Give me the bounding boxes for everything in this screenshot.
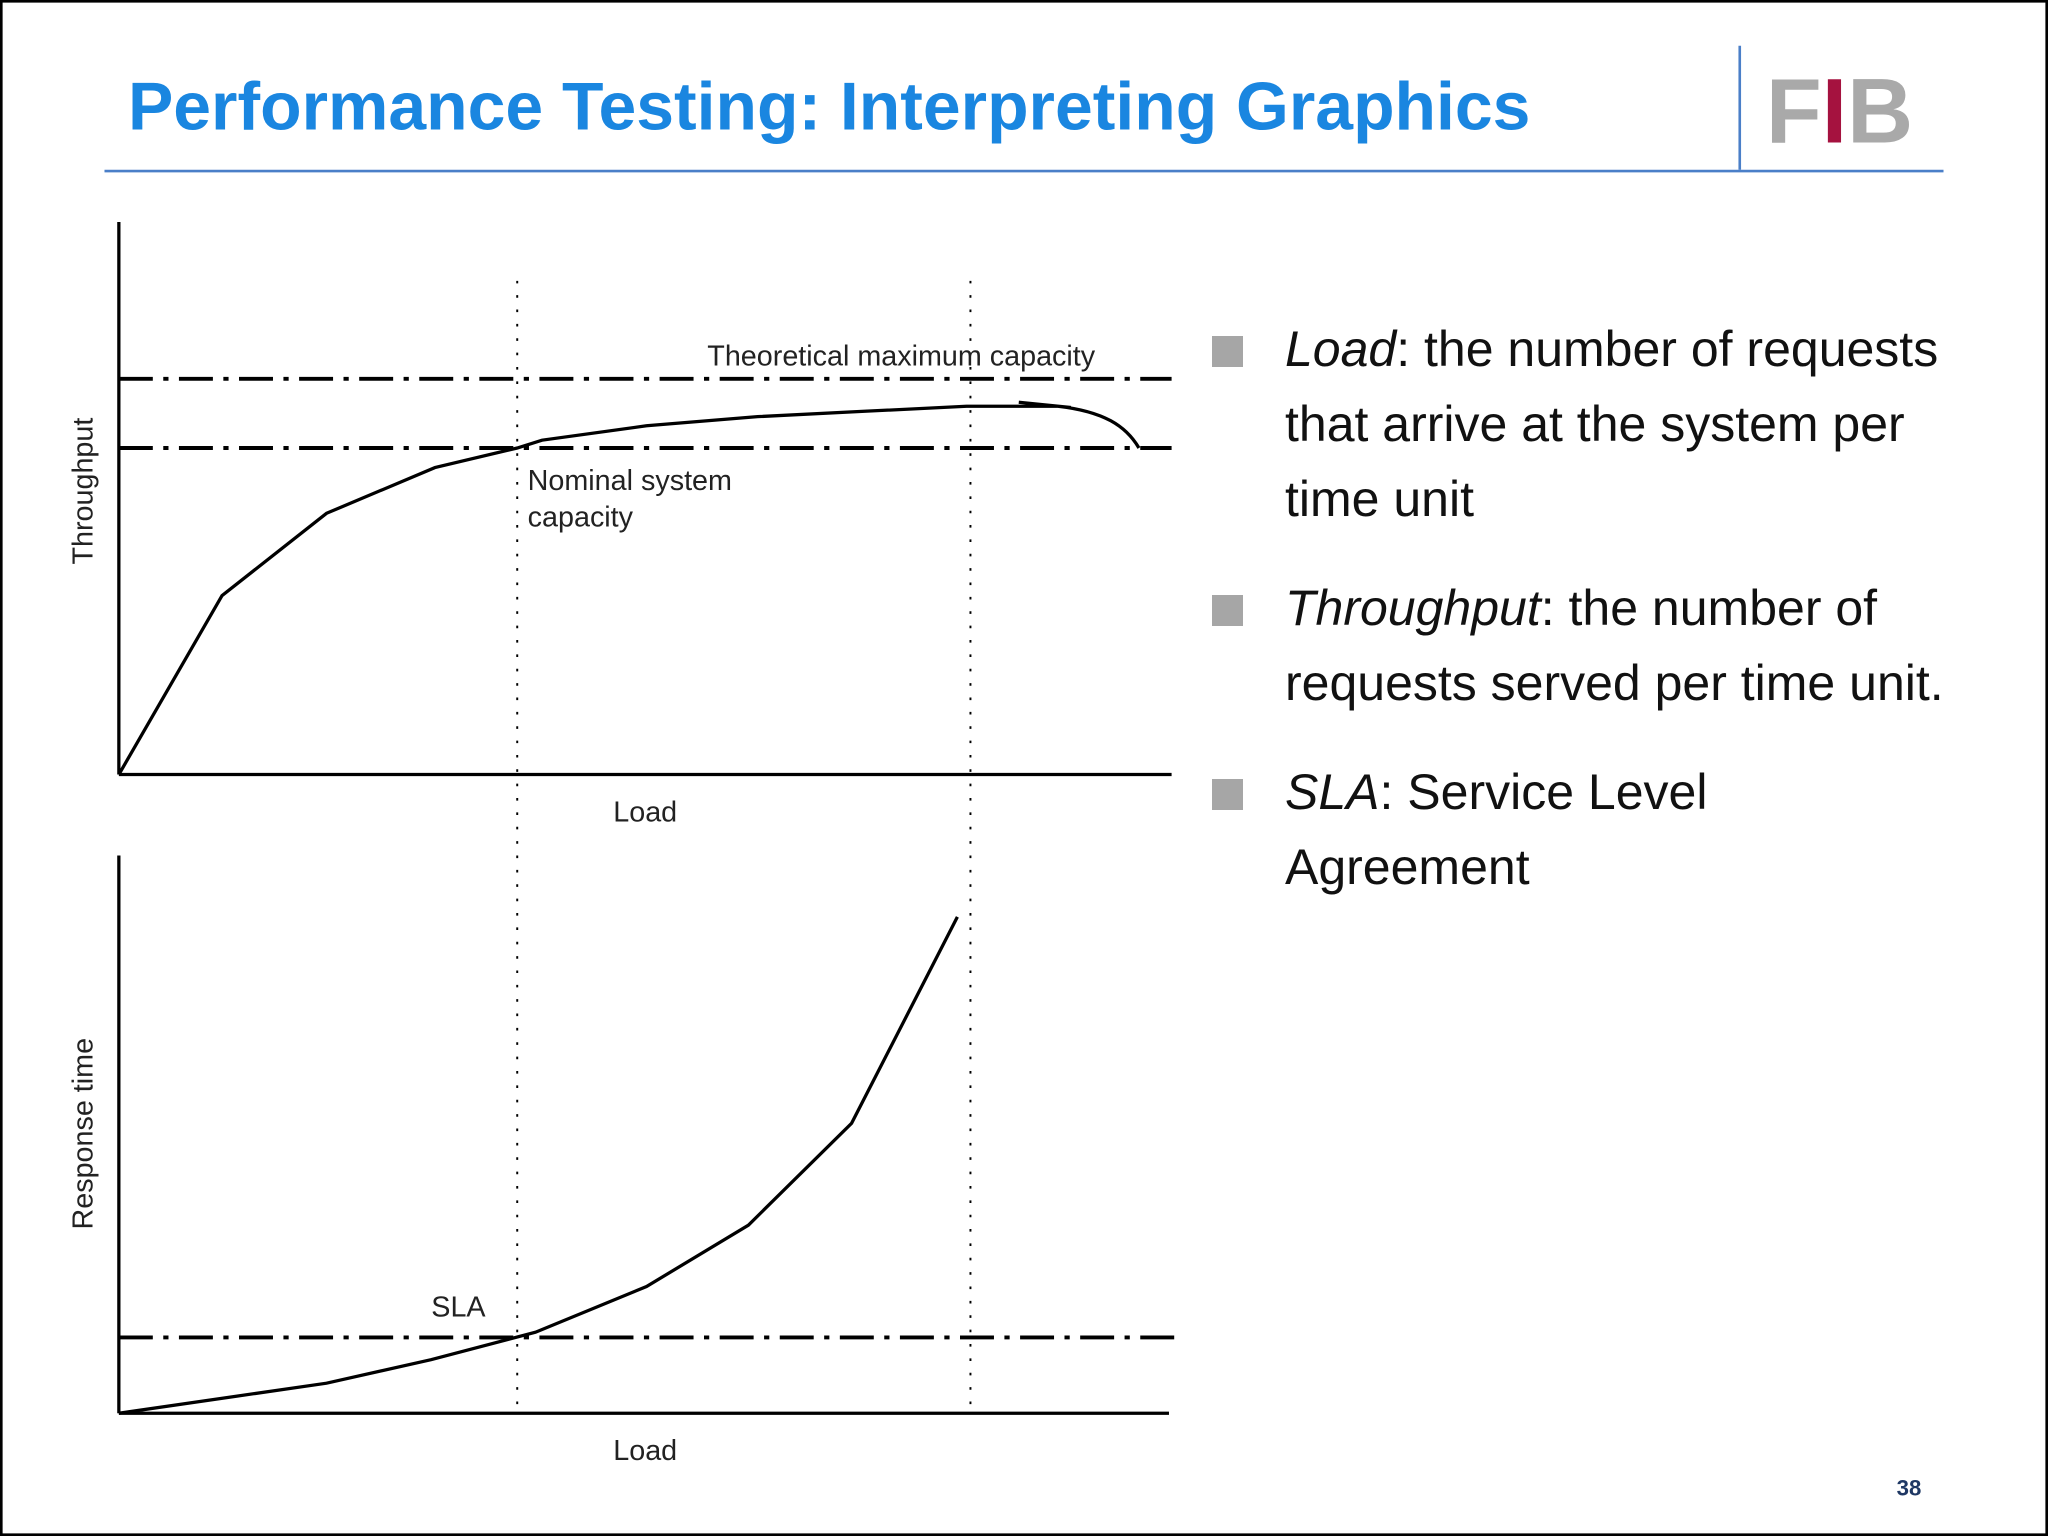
bullet-term: Load bbox=[1285, 321, 1397, 377]
bullet-marker bbox=[1212, 595, 1243, 626]
x-axis-label: Load bbox=[613, 797, 677, 829]
nominal-label: capacity bbox=[528, 501, 634, 533]
bullet-marker bbox=[1212, 336, 1243, 367]
logo-letter: B bbox=[1847, 60, 1913, 162]
bullet-text: : Service Level Agreement bbox=[1285, 764, 1708, 895]
x-axis-label: Load bbox=[613, 1435, 677, 1467]
bullet-list: Load: the number of requests that arrive… bbox=[1210, 312, 1950, 939]
bullet: Load: the number of requests that arrive… bbox=[1210, 312, 1950, 537]
bullet-text: : the number of requests served per time… bbox=[1285, 580, 1944, 711]
response-curve bbox=[118, 916, 959, 1415]
bullet: Throughput: the number of requests serve… bbox=[1210, 571, 1950, 721]
bullet-marker bbox=[1212, 779, 1243, 810]
bullet-text: : the number of requests that arrive at … bbox=[1285, 321, 1939, 527]
logo-letter: F bbox=[1766, 60, 1822, 162]
page-number: 38 bbox=[1897, 1476, 1922, 1501]
sla-label: SLA bbox=[431, 1292, 486, 1324]
y-axis-label: Response time bbox=[68, 1038, 100, 1230]
throughput-curve bbox=[117, 400, 1141, 776]
diagram bbox=[117, 222, 1176, 1415]
bullet: SLA: Service Level Agreement bbox=[1210, 755, 1950, 905]
bullet-term: SLA bbox=[1285, 764, 1380, 820]
nominal-label: Nominal system bbox=[528, 465, 732, 497]
max-capacity-label: Theoretical maximum capacity bbox=[707, 341, 1095, 373]
y-axis-label: Throughput bbox=[68, 418, 100, 565]
logo-letter: I bbox=[1822, 60, 1847, 162]
logo: FIB bbox=[1766, 60, 1913, 162]
bullet-term: Throughput bbox=[1285, 580, 1541, 636]
slide-title: Performance Testing: Interpreting Graphi… bbox=[128, 69, 1530, 144]
